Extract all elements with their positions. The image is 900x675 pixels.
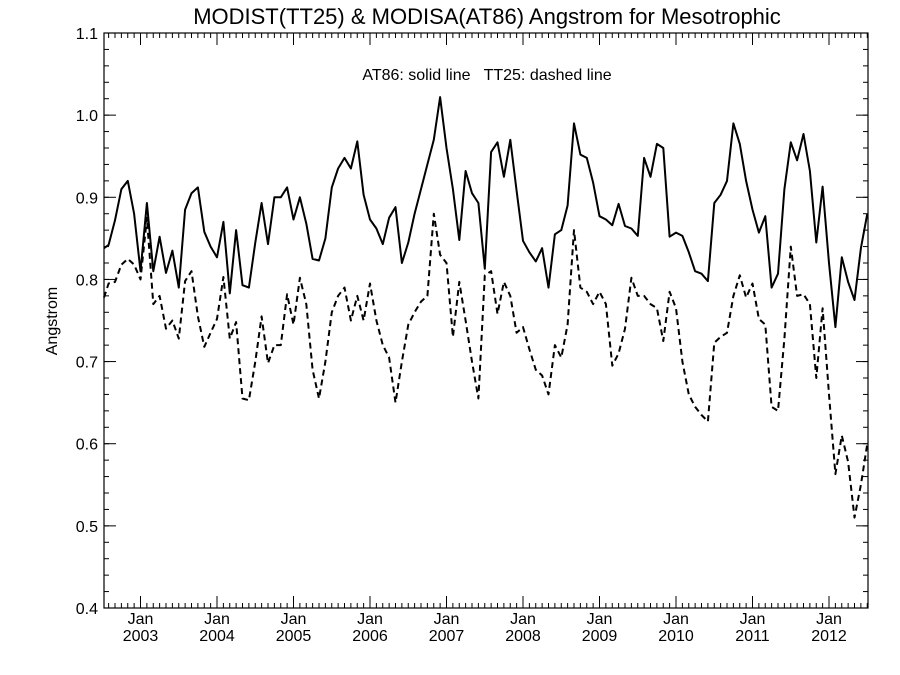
x-tick-year-label: 2007 xyxy=(429,628,465,645)
x-tick-month-label: Jan xyxy=(357,611,383,628)
x-tick-year-label: 2006 xyxy=(352,628,388,645)
y-tick-label: 0.9 xyxy=(76,190,98,207)
y-tick-label: 0.8 xyxy=(76,272,98,289)
axis-ticks xyxy=(104,32,868,609)
x-tick-month-label: Jan xyxy=(434,611,460,628)
series-lines xyxy=(103,96,869,519)
y-tick-label: 0.4 xyxy=(76,601,98,618)
x-tick-month-label: Jan xyxy=(128,611,154,628)
x-tick-month-label: Jan xyxy=(663,611,689,628)
x-tick-month-label: Jan xyxy=(740,611,766,628)
tick-labels: 0.40.50.60.70.80.91.01.1Jan2003Jan2004Ja… xyxy=(76,26,847,645)
y-axis-label: Angstrom xyxy=(44,287,61,355)
chart-annotation: AT86: solid line TT25: dashed line xyxy=(362,67,611,84)
x-tick-year-label: 2008 xyxy=(505,628,541,645)
series-at86-solid-line xyxy=(103,96,869,329)
x-tick-year-label: 2003 xyxy=(123,628,159,645)
x-tick-month-label: Jan xyxy=(204,611,230,628)
y-tick-label: 1.0 xyxy=(76,108,98,125)
x-tick-month-label: Jan xyxy=(510,611,536,628)
x-tick-year-label: 2010 xyxy=(658,628,694,645)
x-tick-month-label: Jan xyxy=(281,611,307,628)
y-tick-label: 1.1 xyxy=(76,26,98,43)
plot-frame xyxy=(103,32,869,609)
x-tick-month-label: Jan xyxy=(587,611,613,628)
x-tick-year-label: 2012 xyxy=(811,628,847,645)
x-tick-month-label: Jan xyxy=(816,611,842,628)
x-tick-year-label: 2011 xyxy=(735,628,770,645)
series-tt25-dashed-line xyxy=(103,212,869,519)
x-tick-year-label: 2009 xyxy=(582,628,618,645)
y-tick-label: 0.7 xyxy=(76,355,98,372)
x-tick-year-label: 2004 xyxy=(199,628,235,645)
chart-title: MODIST(TT25) & MODISA(AT86) Angstrom for… xyxy=(193,4,781,29)
x-tick-year-label: 2005 xyxy=(276,628,312,645)
y-tick-label: 0.5 xyxy=(76,519,98,536)
y-tick-label: 0.6 xyxy=(76,437,98,454)
